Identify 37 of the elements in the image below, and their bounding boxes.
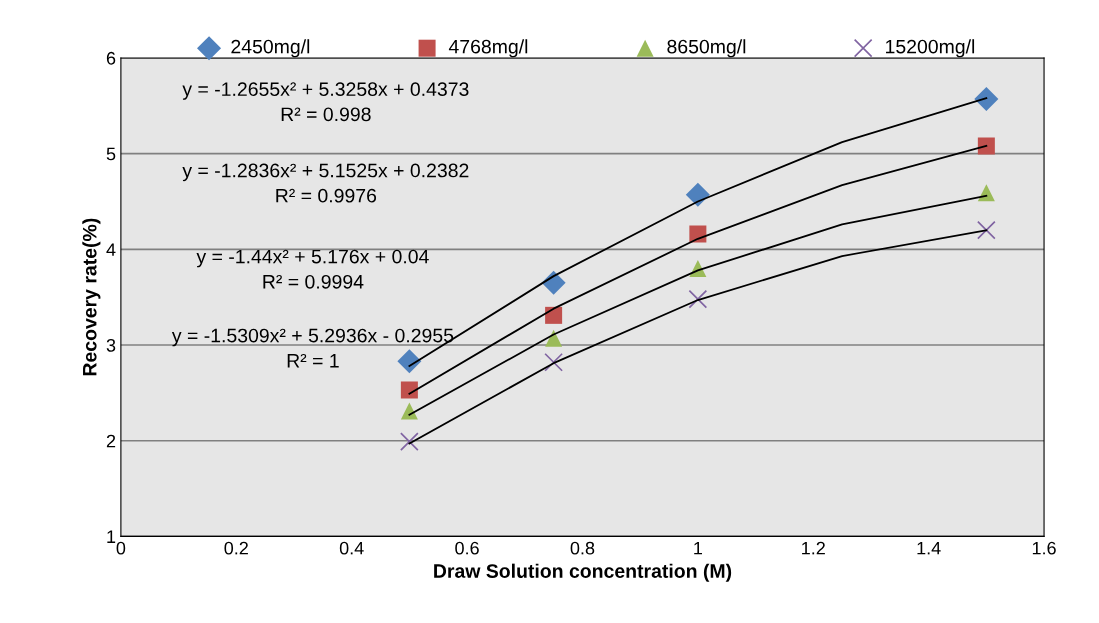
point xyxy=(400,432,419,452)
x-tick-label: 1.6 xyxy=(1032,541,1056,555)
x-tick-label: 0.8 xyxy=(570,541,595,555)
y-tick-label: 5 xyxy=(106,147,116,161)
annotation: y = -1.44x² + 5.176x + 0.04 R² = 0.9994 xyxy=(196,249,429,289)
x-tick-label: 0.4 xyxy=(339,541,364,555)
legend-label: 4768mg/l xyxy=(448,39,528,58)
y-tick-label: 6 xyxy=(106,51,116,65)
point xyxy=(545,306,563,324)
point xyxy=(545,329,563,347)
point xyxy=(685,182,710,207)
x-tick-label: 0.6 xyxy=(455,541,479,555)
point xyxy=(544,352,563,372)
x-axis-title: Draw Solution concentration (M) xyxy=(434,563,732,582)
point xyxy=(397,349,422,374)
annotation: y = -1.2836x² + 5.1525x + 0.2382 R² = 0.9976 xyxy=(182,163,469,203)
legend-label: 2450mg/l xyxy=(231,39,310,58)
y-tick-label: 3 xyxy=(106,338,116,352)
y-tick-label: 1 xyxy=(107,530,116,543)
x-tick-label: 0.2 xyxy=(224,541,248,555)
x-tick-label: 1.4 xyxy=(917,541,941,555)
y-tick-label: 2 xyxy=(106,434,116,448)
legend-label: 8650mg/l xyxy=(667,39,746,58)
x-tick-label: 1 xyxy=(694,541,703,555)
annotation: y = -1.2655x² + 5.3258x + 0.4373 R² = 0.998 xyxy=(182,82,469,122)
point xyxy=(400,381,418,399)
point xyxy=(400,402,418,420)
annotation: y = -1.5309x² + 5.2936x - 0.2955 R² = 1 xyxy=(171,328,454,368)
point xyxy=(688,289,708,309)
point xyxy=(977,220,996,240)
x-tick-label: 1.2 xyxy=(802,541,825,555)
point xyxy=(974,87,999,112)
x-tick-label: 0 xyxy=(116,541,126,555)
point xyxy=(977,137,995,155)
legend-label: 15200mg/l xyxy=(886,39,975,58)
y-axis-title: Recovery rate(%) xyxy=(82,218,101,376)
y-tick-label: 4 xyxy=(106,243,116,256)
